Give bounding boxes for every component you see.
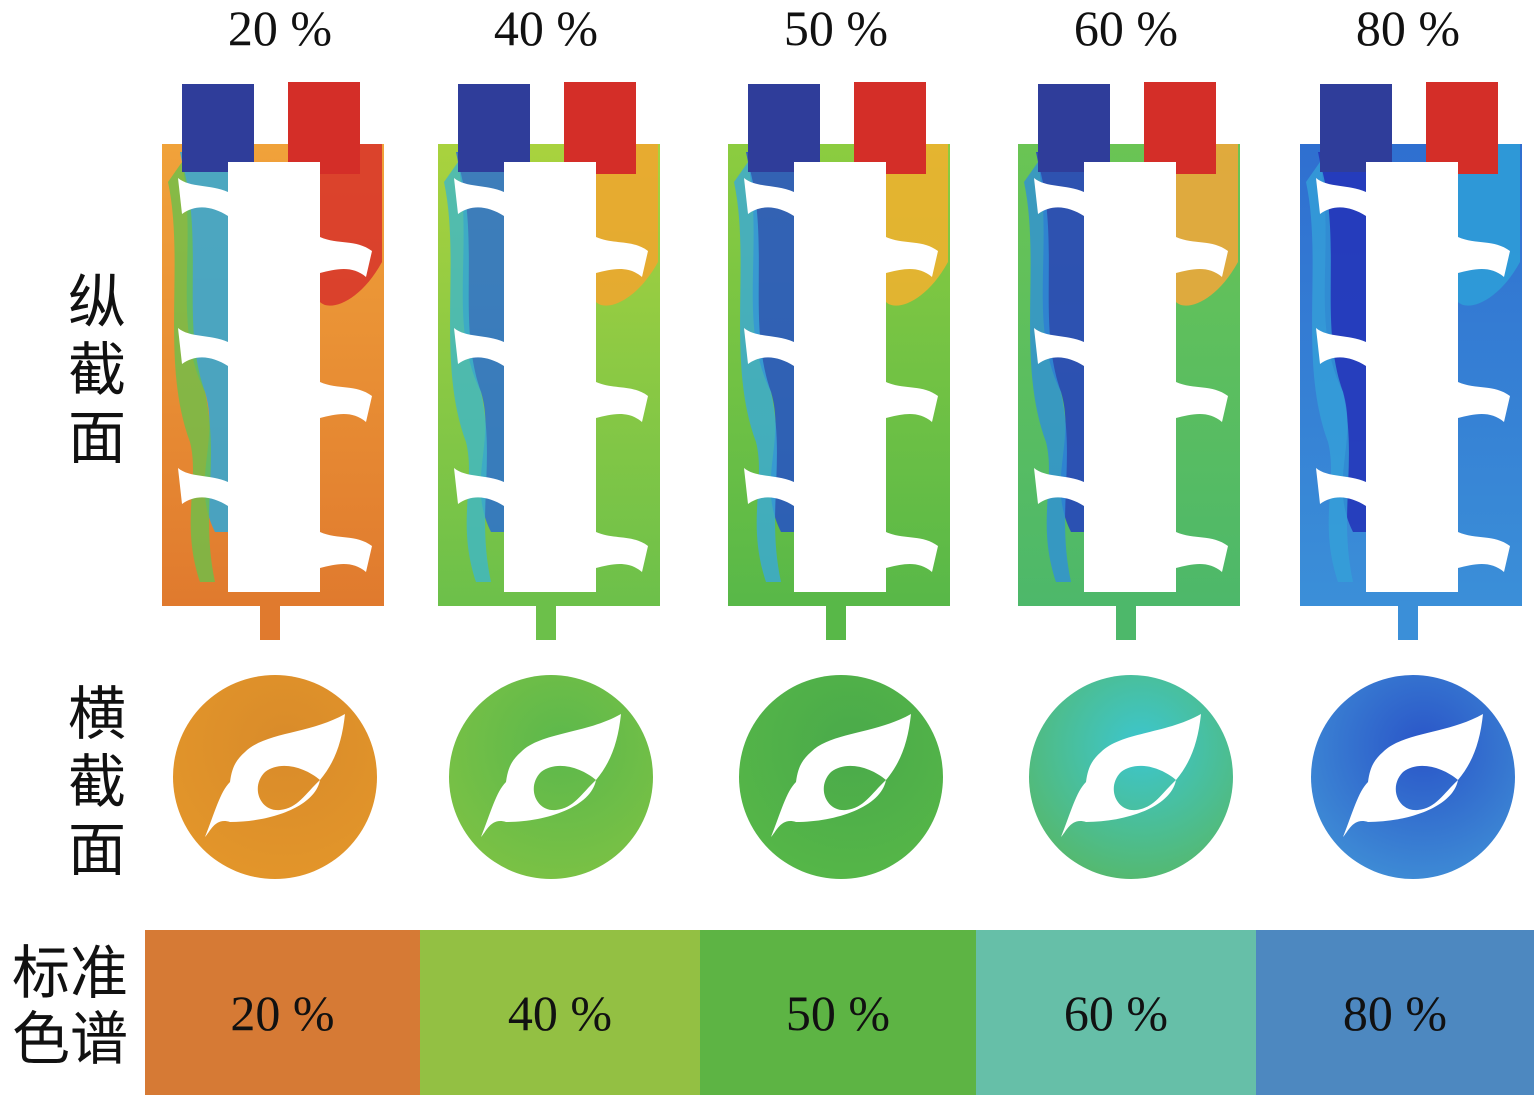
- column-title-2: 40 %: [493, 0, 599, 56]
- impeller-blade: [320, 237, 372, 277]
- vessel-cross-section: [1311, 675, 1515, 879]
- hot-inlet: [854, 82, 926, 174]
- reference-swatch-1: 20 %: [145, 930, 420, 1095]
- impeller-blade: [1034, 328, 1084, 366]
- impeller-blade: [744, 178, 794, 216]
- impeller-blade: [454, 468, 504, 506]
- agitator-shaft: [1084, 162, 1176, 592]
- impeller-blade: [596, 382, 648, 422]
- reference-swatch-5: 80 %: [1256, 930, 1534, 1095]
- impeller-blade: [1034, 178, 1084, 216]
- impeller-blade: [1176, 382, 1228, 422]
- impeller-cross-section: [1061, 714, 1201, 837]
- reference-swatch-4: 60 %: [976, 930, 1256, 1095]
- reference-swatch-label: 50 %: [785, 984, 891, 1041]
- impeller-blade: [1458, 237, 1510, 277]
- hot-inlet: [1144, 82, 1216, 174]
- row-label-longitudinal: 纵 截 面: [67, 268, 126, 472]
- outlet-pipe: [536, 602, 556, 640]
- impeller-cross-section: [771, 714, 911, 837]
- impeller-blade: [320, 382, 372, 422]
- column-title-3: 50 %: [783, 0, 889, 56]
- impeller-cross-section: [205, 714, 345, 837]
- impeller-blade: [1316, 468, 1366, 506]
- outlet-pipe: [1398, 602, 1418, 640]
- impeller-blade: [454, 178, 504, 216]
- reference-label: 标准 色谱: [11, 939, 128, 1073]
- impeller-blade: [886, 237, 938, 277]
- hot-inlet: [1426, 82, 1498, 174]
- agitator-shaft: [228, 162, 320, 592]
- impeller-blade: [1034, 468, 1084, 506]
- cold-inlet: [1038, 84, 1110, 172]
- impeller-blade: [596, 532, 648, 572]
- row-label-transverse: 横 截 面: [67, 680, 126, 884]
- agitator-shaft: [504, 162, 596, 592]
- outlet-pipe: [826, 602, 846, 640]
- reference-swatch-2: 40 %: [420, 930, 700, 1095]
- impeller-blade: [744, 468, 794, 506]
- agitator-shaft: [794, 162, 886, 592]
- vessel-cross-section: [173, 675, 377, 879]
- impeller-blade: [1458, 382, 1510, 422]
- impeller-blade: [178, 178, 228, 216]
- reference-swatch-label: 20 %: [230, 984, 335, 1041]
- vessel-cross-section: [739, 675, 943, 879]
- reference-swatch-label: 60 %: [1063, 984, 1169, 1041]
- transverse-section-1: [173, 675, 377, 879]
- impeller-blade: [1176, 237, 1228, 277]
- impeller-blade: [1176, 532, 1228, 572]
- impeller-blade: [886, 532, 938, 572]
- reference-swatch-label: 80 %: [1342, 984, 1448, 1041]
- impeller-blade: [320, 532, 372, 572]
- cold-inlet: [182, 84, 254, 172]
- cold-inlet: [458, 84, 530, 172]
- reference-swatch-label: 40 %: [507, 984, 613, 1041]
- hot-inlet: [288, 82, 360, 174]
- longitudinal-section-1: [162, 82, 384, 640]
- hot-inlet: [564, 82, 636, 174]
- column-title-4: 60 %: [1073, 0, 1179, 56]
- transverse-section-4: [1029, 675, 1233, 879]
- transverse-section-2: [449, 675, 653, 879]
- vessel-cross-section: [449, 675, 653, 879]
- cold-inlet: [1320, 84, 1392, 172]
- longitudinal-section-3: [728, 82, 950, 640]
- transverse-section-5: [1311, 675, 1515, 879]
- impeller-blade: [886, 382, 938, 422]
- longitudinal-section-4: [1018, 82, 1240, 640]
- transverse-section-3: [739, 675, 943, 879]
- impeller-blade: [178, 468, 228, 506]
- impeller-blade: [1458, 532, 1510, 572]
- impeller-blade: [1316, 178, 1366, 216]
- agitator-shaft: [1366, 162, 1458, 592]
- vessel-cross-section: [1029, 675, 1233, 879]
- impeller-cross-section: [1343, 714, 1483, 837]
- longitudinal-section-5: [1300, 82, 1522, 640]
- impeller-blade: [454, 328, 504, 366]
- impeller-cross-section: [481, 714, 621, 837]
- impeller-blade: [178, 328, 228, 366]
- outlet-pipe: [260, 602, 280, 640]
- column-title-1: 20 %: [227, 0, 333, 56]
- impeller-blade: [1316, 328, 1366, 366]
- reference-swatch-3: 50 %: [700, 930, 976, 1095]
- cold-inlet: [748, 84, 820, 172]
- impeller-blade: [596, 237, 648, 277]
- impeller-blade: [744, 328, 794, 366]
- longitudinal-section-2: [438, 82, 660, 640]
- column-title-5: 80 %: [1355, 0, 1461, 56]
- outlet-pipe: [1116, 602, 1136, 640]
